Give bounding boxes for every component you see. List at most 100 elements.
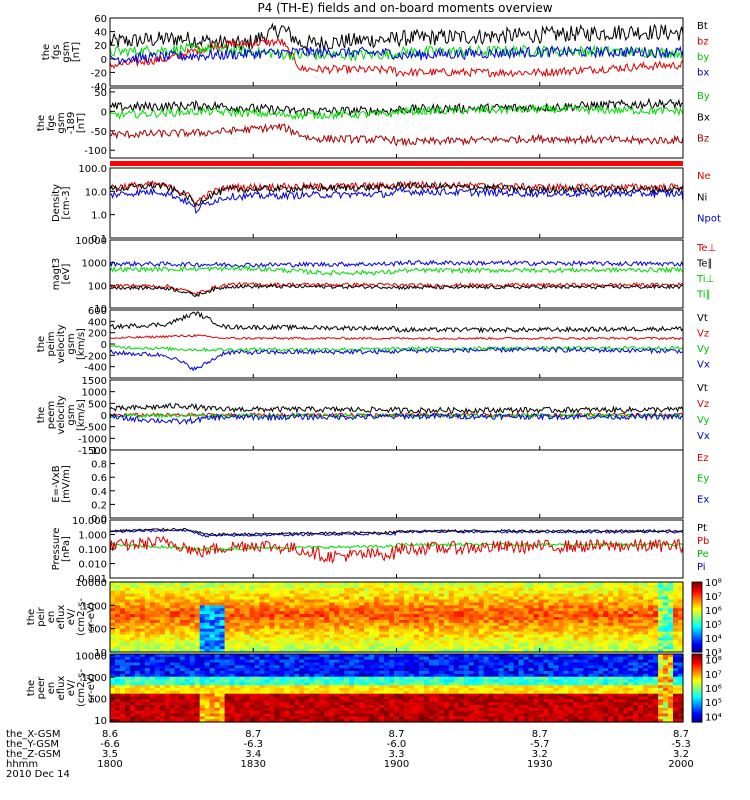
heatmap-cell (229, 699, 236, 703)
heatmap-cell (249, 690, 256, 695)
heatmap-cell (184, 640, 191, 644)
heatmap-cell (274, 654, 281, 658)
heatmap-cell (229, 719, 236, 723)
heatmap-cell (199, 705, 206, 709)
heatmap-cell (418, 679, 425, 683)
heatmap-cell (384, 688, 390, 692)
heatmap-cell (239, 582, 246, 586)
heatmap-cell (304, 584, 310, 589)
heatmap-cell (413, 690, 420, 695)
heatmap-cell (478, 699, 485, 703)
heatmap-cell (119, 628, 126, 633)
heatmap-cell (184, 590, 191, 595)
heatmap-cell (279, 690, 285, 695)
series-line-Npot (109, 186, 684, 215)
legend-entry: Pi (697, 562, 706, 573)
heatmap-cell (249, 696, 256, 700)
heatmap-cell (139, 696, 146, 700)
heatmap-cell (364, 634, 370, 639)
heatmap-cell (573, 582, 579, 586)
heatmap-cell (319, 640, 325, 644)
heatmap-cell (264, 637, 271, 641)
heatmap-cell (374, 693, 380, 698)
heatmap-cell (453, 699, 460, 703)
heatmap-cell (169, 707, 176, 712)
heatmap-cell (443, 611, 450, 615)
heatmap-cell (538, 605, 545, 609)
heatmap-cell (468, 716, 475, 720)
y-tick-label: 500 (88, 399, 107, 410)
heatmap-cell (354, 622, 360, 627)
heatmap-cell (583, 605, 589, 609)
heatmap-cell (583, 587, 589, 592)
y-axis-label: velocity (56, 395, 67, 434)
heatmap-cell (483, 640, 490, 644)
heatmap-cell (374, 690, 380, 695)
heatmap-cell (468, 659, 475, 664)
heatmap-cell (214, 602, 221, 606)
heatmap-cell (134, 628, 141, 633)
heatmap-cell (179, 619, 186, 624)
heatmap-cell (319, 587, 325, 592)
heatmap-cell (374, 671, 380, 675)
heatmap-cell (364, 662, 370, 666)
heatmap-cell (119, 676, 126, 681)
heatmap-cell (319, 654, 325, 658)
heatmap-cell (339, 584, 345, 589)
heatmap-cell (274, 596, 281, 601)
heatmap-cell (433, 614, 440, 618)
heatmap-cell (438, 584, 445, 589)
heatmap-cell (473, 611, 480, 615)
heatmap-cell (214, 646, 221, 650)
heatmap-cell (408, 656, 415, 661)
heatmap-cell (229, 710, 236, 715)
heatmap-cell (110, 671, 116, 675)
heatmap-cell (319, 665, 325, 669)
heatmap-cell (553, 587, 560, 592)
heatmap-cell (124, 668, 131, 672)
heatmap-cell (618, 611, 624, 615)
heatmap-cell (119, 665, 126, 669)
heatmap-cell (364, 656, 370, 661)
heatmap-cell (359, 656, 365, 661)
heatmap-cell (379, 673, 385, 678)
colorbar-cell (692, 613, 702, 616)
heatmap-cell (374, 584, 380, 589)
heatmap-cell (468, 705, 475, 709)
heatmap-cell (618, 625, 624, 630)
heatmap-cell (294, 716, 300, 720)
heatmap-cell (478, 702, 485, 706)
heatmap-cell (458, 637, 465, 641)
heatmap-cell (359, 713, 365, 717)
heatmap-cell (329, 690, 335, 695)
heatmap-cell (613, 584, 619, 589)
heatmap-cell (423, 622, 430, 627)
heatmap-cell (364, 628, 370, 633)
heatmap-cell (174, 662, 181, 666)
heatmap-cell (314, 625, 320, 630)
heatmap-cell (423, 693, 430, 698)
heatmap-cell (219, 628, 226, 633)
colorbar-cell (692, 610, 702, 613)
heatmap-cell (329, 599, 335, 604)
heatmap-cell (159, 596, 166, 601)
heatmap-cell (663, 634, 669, 639)
heatmap-cell (284, 671, 290, 675)
heatmap-cell (663, 599, 669, 604)
heatmap-cell (264, 596, 271, 601)
heatmap-cell (344, 699, 350, 703)
heatmap-cell (538, 617, 545, 621)
heatmap-cell (398, 690, 405, 695)
heatmap-cell (344, 719, 350, 723)
heatmap-cell (503, 690, 510, 695)
heatmap-cell (169, 656, 176, 661)
heatmap-cell (114, 593, 121, 598)
heatmap-cell (199, 637, 206, 641)
heatmap-cell (648, 599, 654, 604)
heatmap-cell (299, 649, 305, 653)
heatmap-cell (349, 659, 355, 664)
heatmap-cell (149, 673, 156, 678)
heatmap-cell (264, 605, 271, 609)
heatmap-cell (553, 643, 560, 647)
heatmap-cell (344, 593, 350, 598)
